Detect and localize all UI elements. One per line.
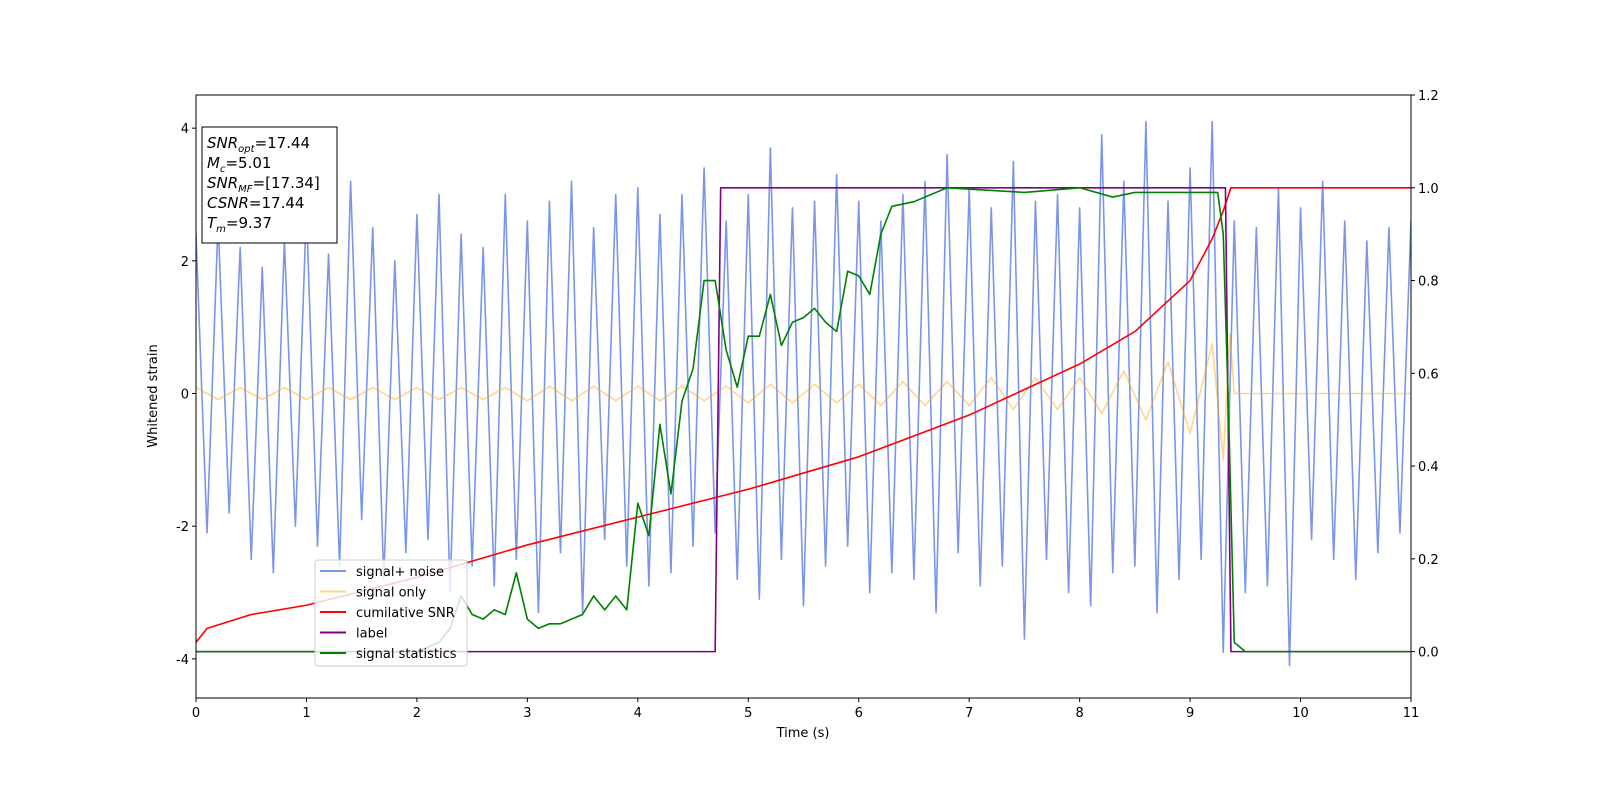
- annotation-line: SNRMF=[17.34]: [207, 174, 320, 195]
- annotation-line: Tm=9.37: [207, 214, 272, 235]
- series-line: [196, 120, 1411, 667]
- series-line: [196, 186, 1411, 643]
- annotation-box: SNRopt=17.44Mc=5.01SNRMF=[17.34]CSNR=17.…: [201, 126, 338, 244]
- annotation-subscript: c: [220, 164, 226, 175]
- x-tick-label: 3: [523, 706, 531, 721]
- annotation-value: =[17.34]: [253, 174, 320, 192]
- series-line: [196, 333, 1411, 461]
- annotation-symbol: SNR: [207, 174, 238, 192]
- x-tick-label: 7: [965, 706, 973, 721]
- y2-tick-label: 0.0: [1418, 646, 1439, 661]
- annotation-value: =17.44: [249, 194, 305, 212]
- annotation-symbol: CSNR: [207, 194, 249, 212]
- annotation-line: SNRopt=17.44: [207, 134, 310, 155]
- legend-label: label: [356, 627, 387, 642]
- x-tick-label: 1: [302, 706, 310, 721]
- legend-frame: [314, 559, 468, 667]
- legend: signal+ noise signal only cumilative SNR la…: [314, 559, 468, 667]
- x-tick-label: 10: [1292, 706, 1309, 721]
- legend-label: cumilative SNR: [356, 606, 455, 621]
- x-tick-label: 11: [1403, 706, 1420, 721]
- legend-label: signal+ noise: [356, 565, 444, 580]
- annotation-subscript: m: [216, 224, 226, 235]
- x-tick-label: 9: [1186, 706, 1194, 721]
- y2-tick-label: 1.0: [1418, 182, 1439, 197]
- y2-tick-label: 0.2: [1418, 553, 1439, 568]
- annotation-symbol: M: [207, 154, 220, 172]
- axes-frame: [195, 94, 1412, 699]
- annotation-subscript: opt: [238, 144, 255, 155]
- annotation-symbol: T: [207, 214, 218, 232]
- y2-tick-label: 0.8: [1418, 275, 1439, 290]
- y2-tick-label: 0.6: [1418, 367, 1439, 382]
- x-tick-label: 5: [744, 706, 752, 721]
- plot-area: [196, 120, 1411, 667]
- y2-tick-label: 0.4: [1418, 460, 1439, 475]
- annotation-value: =17.44: [255, 134, 311, 152]
- x-tick-label: 2: [413, 706, 421, 721]
- annotation-line: CSNR=17.44: [207, 194, 304, 212]
- x-tick-label: 0: [192, 706, 200, 721]
- x-tick-label: 6: [855, 706, 863, 721]
- annotation-subscript: MF: [238, 184, 253, 195]
- annotation-value: =9.37: [226, 214, 272, 232]
- y-tick-label: 2: [181, 255, 189, 270]
- y-tick-label: -2: [176, 520, 189, 535]
- x-tick-label: 4: [634, 706, 642, 721]
- y2-tick-label: 1.2: [1418, 89, 1439, 104]
- annotation-symbol: SNR: [207, 134, 238, 152]
- y-tick-label: 4: [181, 122, 189, 137]
- annotation-line: Mc=5.01: [207, 154, 271, 175]
- annotation-frame: [201, 126, 338, 244]
- series-line: [196, 186, 1411, 653]
- annotation-value: =5.01: [225, 154, 271, 172]
- x-tick-label: 8: [1075, 706, 1083, 721]
- x-axis-label: Time (s): [776, 726, 830, 741]
- y-axis-label: Whitened strain: [146, 344, 161, 447]
- legend-label: signal statistics: [356, 647, 457, 662]
- y-tick-label: -4: [176, 653, 189, 668]
- y-tick-label: 0: [181, 388, 189, 403]
- legend-label: signal only: [356, 586, 426, 601]
